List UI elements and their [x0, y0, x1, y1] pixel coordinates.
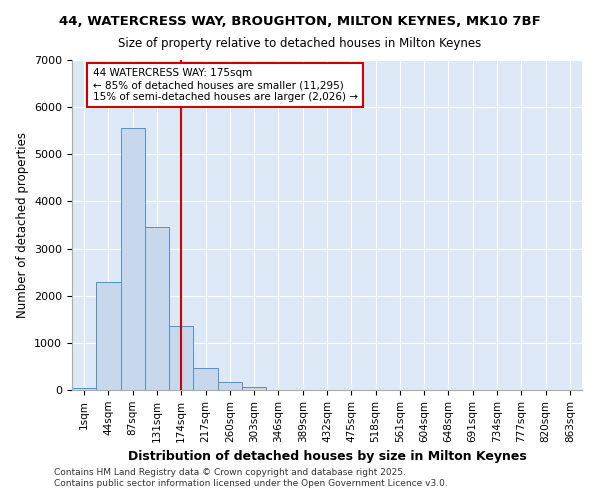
- Text: Contains HM Land Registry data © Crown copyright and database right 2025.
Contai: Contains HM Land Registry data © Crown c…: [54, 468, 448, 487]
- Text: 44 WATERCRESS WAY: 175sqm
← 85% of detached houses are smaller (11,295)
15% of s: 44 WATERCRESS WAY: 175sqm ← 85% of detac…: [92, 68, 358, 102]
- Bar: [218, 382, 242, 390]
- Bar: [242, 387, 266, 390]
- Bar: [145, 228, 169, 390]
- X-axis label: Distribution of detached houses by size in Milton Keynes: Distribution of detached houses by size …: [128, 450, 526, 463]
- Bar: [96, 282, 121, 390]
- Text: 44, WATERCRESS WAY, BROUGHTON, MILTON KEYNES, MK10 7BF: 44, WATERCRESS WAY, BROUGHTON, MILTON KE…: [59, 15, 541, 28]
- Bar: [121, 128, 145, 390]
- Bar: [193, 368, 218, 390]
- Y-axis label: Number of detached properties: Number of detached properties: [16, 132, 29, 318]
- Bar: [72, 388, 96, 390]
- Bar: [169, 326, 193, 390]
- Text: Size of property relative to detached houses in Milton Keynes: Size of property relative to detached ho…: [118, 38, 482, 51]
